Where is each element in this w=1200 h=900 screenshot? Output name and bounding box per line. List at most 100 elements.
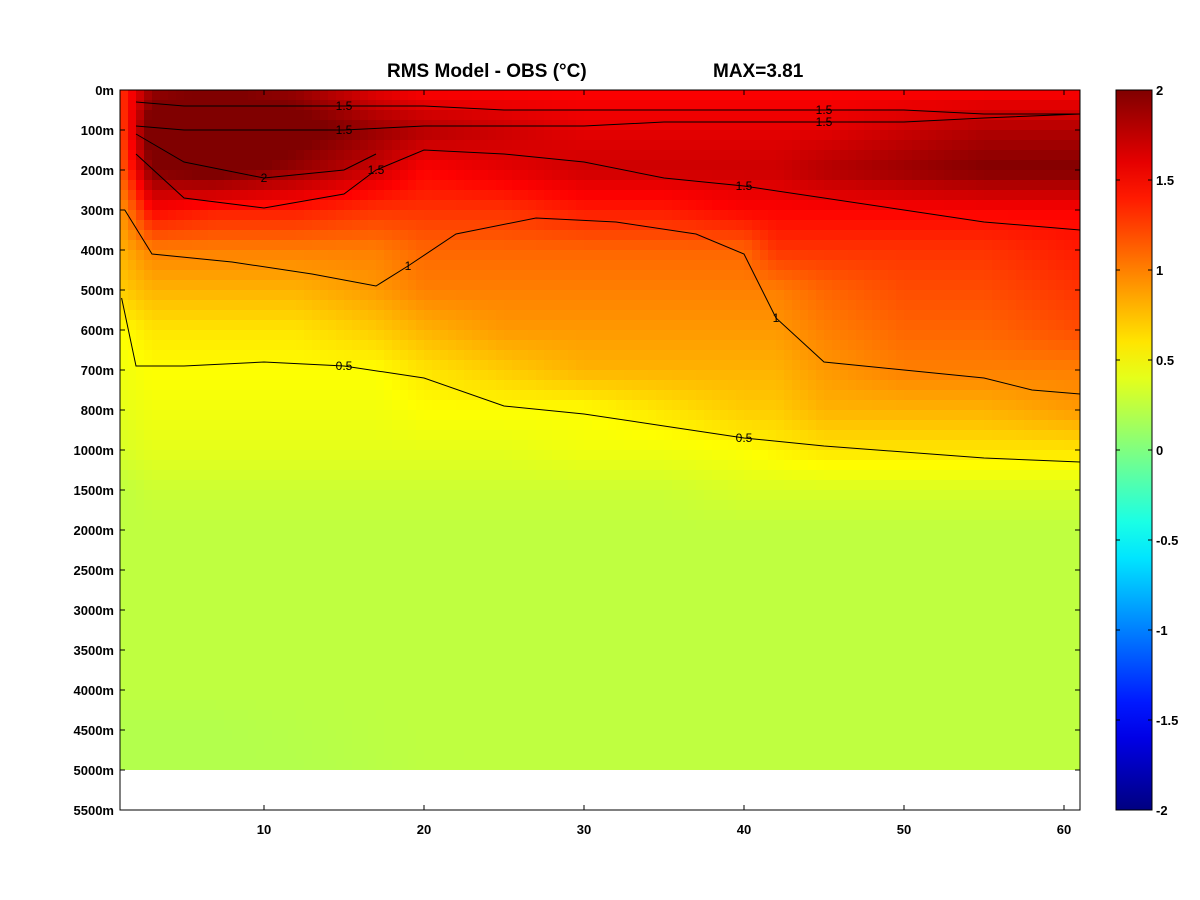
heatmap-cell xyxy=(1072,260,1080,271)
heatmap-cell xyxy=(600,360,609,371)
heatmap-cell xyxy=(152,490,161,501)
heatmap-cell xyxy=(128,460,137,471)
heatmap-cell xyxy=(912,350,921,361)
heatmap-cell xyxy=(624,360,633,371)
heatmap-cell xyxy=(224,170,233,181)
heatmap-cell xyxy=(392,140,401,151)
heatmap-cell xyxy=(1016,330,1025,341)
heatmap-cell xyxy=(272,170,281,181)
heatmap-cell xyxy=(704,100,713,111)
heatmap-cell xyxy=(320,170,329,181)
heatmap-cell xyxy=(584,130,593,141)
heatmap-cell xyxy=(128,160,137,171)
heatmap-cell xyxy=(1056,280,1065,291)
heatmap-cell xyxy=(280,300,289,311)
heatmap-cell xyxy=(544,250,553,261)
heatmap-cell xyxy=(440,170,449,181)
heatmap-cell xyxy=(464,320,473,331)
heatmap-cell xyxy=(640,130,649,141)
heatmap-cell xyxy=(832,460,841,471)
heatmap-cell xyxy=(648,130,657,141)
heatmap-cell xyxy=(168,110,177,121)
heatmap-cell xyxy=(936,180,945,191)
heatmap-cell xyxy=(904,370,913,381)
heatmap-cell xyxy=(168,270,177,281)
heatmap-cell xyxy=(728,250,737,261)
heatmap-cell xyxy=(672,330,681,341)
heatmap-cell xyxy=(208,210,217,221)
heatmap-cell xyxy=(864,170,873,181)
heatmap-cell xyxy=(848,150,857,161)
heatmap-cell xyxy=(136,150,145,161)
heatmap-cell xyxy=(992,160,1001,171)
heatmap-cell xyxy=(360,100,369,111)
heatmap-cell xyxy=(344,440,353,451)
heatmap-cell xyxy=(832,320,841,331)
heatmap-cell xyxy=(704,350,713,361)
heatmap-cell xyxy=(1064,330,1073,341)
heatmap-cell xyxy=(752,140,761,151)
heatmap-cell xyxy=(568,140,577,151)
heatmap-cell xyxy=(192,250,201,261)
heatmap-cell xyxy=(336,310,345,321)
heatmap-cell xyxy=(472,430,481,441)
heatmap-cell xyxy=(248,420,257,431)
heatmap-cell xyxy=(672,490,681,501)
heatmap-cell xyxy=(944,330,953,341)
heatmap-cell xyxy=(496,190,505,201)
heatmap-cell xyxy=(736,110,745,121)
heatmap-cell xyxy=(360,110,369,121)
heatmap-cell xyxy=(192,460,201,471)
heatmap-cell xyxy=(536,210,545,221)
heatmap-cell xyxy=(880,180,889,191)
heatmap-cell xyxy=(552,220,561,231)
heatmap-cell xyxy=(888,250,897,261)
heatmap-cell xyxy=(656,450,665,461)
heatmap-cell xyxy=(288,410,297,421)
heatmap-cell xyxy=(944,440,953,451)
heatmap-cell xyxy=(944,150,953,161)
heatmap-cell xyxy=(792,210,801,221)
heatmap-cell xyxy=(1032,350,1041,361)
heatmap-cell xyxy=(584,340,593,351)
heatmap-cell xyxy=(184,90,193,101)
heatmap-cell xyxy=(1064,440,1073,451)
heatmap-cell xyxy=(280,440,289,451)
heatmap-cell xyxy=(640,380,649,391)
heatmap-cell xyxy=(848,340,857,351)
heatmap-cell xyxy=(272,340,281,351)
heatmap-cell xyxy=(440,370,449,381)
heatmap-cell xyxy=(296,360,305,371)
heatmap-cell xyxy=(712,190,721,201)
heatmap-cell xyxy=(648,100,657,111)
heatmap-cell xyxy=(360,90,369,101)
heatmap-cell xyxy=(1048,300,1057,311)
heatmap-cell xyxy=(416,90,425,101)
heatmap-cell xyxy=(968,120,977,131)
heatmap-cell xyxy=(576,350,585,361)
heatmap-cell xyxy=(488,360,497,371)
heatmap-cell xyxy=(920,430,929,441)
heatmap-cell xyxy=(960,350,969,361)
heatmap-cell xyxy=(608,370,617,381)
heatmap-cell xyxy=(536,240,545,251)
heatmap-cell xyxy=(992,450,1001,461)
heatmap-cell xyxy=(648,330,657,341)
heatmap-cell xyxy=(600,340,609,351)
heatmap-cell xyxy=(160,370,169,381)
heatmap-cell xyxy=(880,140,889,151)
heatmap-cell xyxy=(608,300,617,311)
heatmap-cell xyxy=(160,160,169,171)
heatmap-cell xyxy=(736,390,745,401)
heatmap-cell xyxy=(552,280,561,291)
heatmap-cell xyxy=(1032,310,1041,321)
heatmap-cell xyxy=(224,490,233,501)
heatmap-cell xyxy=(696,310,705,321)
heatmap-cell xyxy=(1056,150,1065,161)
heatmap-cell xyxy=(392,230,401,241)
heatmap-cell xyxy=(880,340,889,351)
heatmap-cell xyxy=(304,480,313,491)
heatmap-cell xyxy=(176,360,185,371)
heatmap-cell xyxy=(736,120,745,131)
heatmap-cell xyxy=(504,240,513,251)
